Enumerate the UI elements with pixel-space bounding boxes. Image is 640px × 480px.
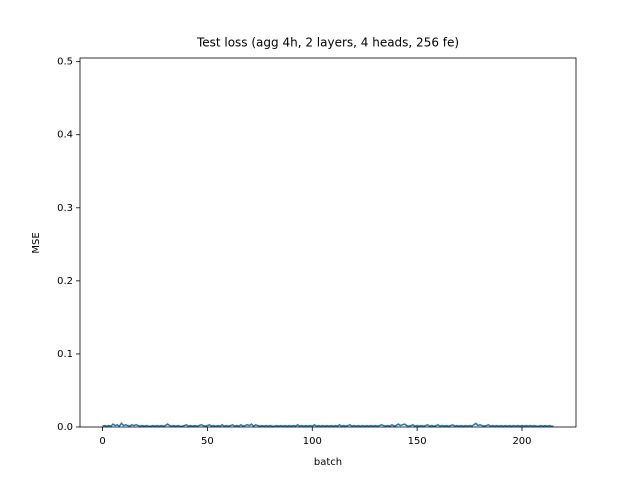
y-tick-label: 0.5 xyxy=(57,57,73,68)
y-axis-label: MSE xyxy=(31,232,42,253)
y-tick-label: 0.3 xyxy=(57,203,73,214)
data-line xyxy=(102,422,554,428)
x-tick-label: 100 xyxy=(303,436,322,447)
x-tick-label: 50 xyxy=(201,436,214,447)
y-tick-label: 0.2 xyxy=(57,276,73,287)
chart-title: Test loss (agg 4h, 2 layers, 4 heads, 25… xyxy=(196,36,459,50)
x-tick-label: 0 xyxy=(99,436,105,447)
y-tick-label: 0.4 xyxy=(57,130,73,141)
y-tick-label: 0.1 xyxy=(57,349,73,360)
y-tick-label: 0.0 xyxy=(57,422,73,433)
x-tick-label: 200 xyxy=(512,436,531,447)
x-tick-label: 150 xyxy=(408,436,427,447)
x-axis-label: batch xyxy=(314,457,342,468)
plot-frame xyxy=(79,57,577,428)
